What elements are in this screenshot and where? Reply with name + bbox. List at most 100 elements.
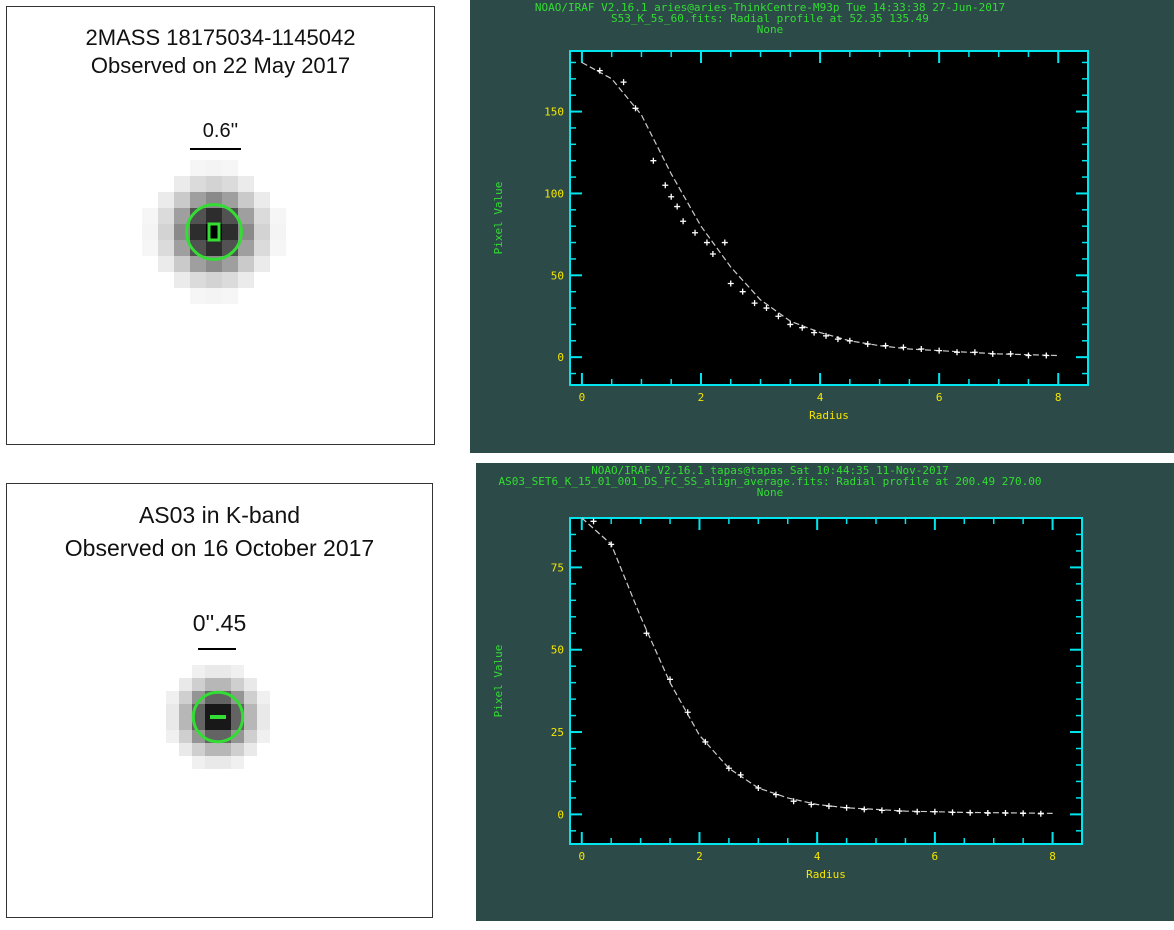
star-pixel: [244, 730, 257, 743]
data-point: [971, 349, 978, 356]
star-title-1: 2MASS 18175034-1145042 Observed on 22 Ma…: [7, 24, 434, 80]
star-pixel: [142, 208, 158, 224]
star-pixel: [192, 665, 205, 678]
star-pixel: [238, 208, 254, 224]
data-point: [650, 157, 657, 164]
star-pixel: [205, 665, 218, 678]
star-pixel: [206, 288, 222, 304]
scale-bar: [198, 648, 236, 650]
data-point: [936, 347, 943, 354]
data-point: [668, 193, 675, 200]
x-tick-label: 2: [698, 391, 705, 404]
y-tick-label: 25: [551, 726, 564, 739]
star-pixel: [270, 240, 286, 256]
star-pixel: [244, 717, 257, 730]
data-point: [620, 79, 627, 86]
data-point: [725, 765, 732, 772]
star-pixel: [206, 240, 222, 256]
data-point: [790, 798, 797, 805]
plot-header-line: S53_K_5s_60.fits: Radial profile at 52.3…: [611, 12, 929, 25]
star-pixel: [206, 176, 222, 192]
data-point: [709, 251, 716, 258]
star-pixel: [218, 717, 231, 730]
y-axis-label: Pixel Value: [492, 182, 505, 255]
data-point: [702, 738, 709, 745]
data-point: [1043, 352, 1050, 359]
profile-fit-line: [581, 61, 1059, 357]
centroid-marker: [207, 222, 221, 242]
star-pixel: [166, 691, 179, 704]
plot-svg: NOAO/IRAF V2.16.1 aries@aries-ThinkCentr…: [492, 1, 1089, 422]
x-tick-label: 4: [817, 391, 824, 404]
star-pixel: [270, 208, 286, 224]
star-title-line2: Observed on 22 May 2017: [90, 53, 351, 79]
star-pixel: [190, 288, 206, 304]
data-point: [739, 288, 746, 295]
data-point: [808, 801, 815, 808]
x-tick-label: 2: [696, 850, 703, 863]
star-image-1: [142, 160, 286, 304]
data-point: [721, 239, 728, 246]
data-point: [989, 350, 996, 357]
data-point: [967, 809, 974, 816]
data-point: [843, 804, 850, 811]
star-pixel: [206, 272, 222, 288]
data-point: [954, 349, 961, 356]
star-pixel: [158, 192, 174, 208]
data-point: [775, 313, 782, 320]
star-pixel: [192, 678, 205, 691]
star-pixel: [244, 678, 257, 691]
star-pixel: [192, 691, 205, 704]
star-panel-1: 2MASS 18175034-1145042 Observed on 22 Ma…: [6, 6, 435, 445]
star-pixel: [179, 704, 192, 717]
data-point: [834, 336, 841, 343]
star-pixel: [158, 240, 174, 256]
data-point: [861, 806, 868, 813]
star-pixel: [179, 678, 192, 691]
plot-header-line: NOAO/IRAF V2.16.1 aries@aries-ThinkCentr…: [535, 1, 1005, 14]
x-axis-label: Radius: [809, 409, 849, 422]
star-pixel: [174, 240, 190, 256]
star-pixel: [218, 678, 231, 691]
plot-header-line: AS03_SET6_K_15_01_001_DS_FC_SS_align_ave…: [498, 475, 1041, 488]
star-pixel: [257, 717, 270, 730]
star-pixel: [174, 176, 190, 192]
data-point: [878, 807, 885, 814]
data-point: [864, 341, 871, 348]
scale-label: 0.6'': [202, 120, 239, 142]
star-pixel: [192, 756, 205, 769]
plot-frame: [569, 517, 1083, 845]
star-pixel: [254, 240, 270, 256]
star-pixel: [174, 208, 190, 224]
star-title-line1: AS03 in K-band: [138, 502, 301, 528]
y-tick-label: 100: [544, 187, 564, 200]
star-pixel: [166, 730, 179, 743]
data-point: [949, 809, 956, 816]
data-point: [918, 345, 925, 352]
data-point: [1025, 352, 1032, 359]
data-point: [737, 771, 744, 778]
star-title-line1: 2MASS 18175034-1145042: [85, 25, 356, 50]
star-pixel: [254, 224, 270, 240]
y-tick-label: 0: [557, 808, 564, 821]
data-point: [703, 239, 710, 246]
star-title-line2: Observed on 16 October 2017: [64, 534, 375, 561]
data-point: [667, 676, 674, 683]
data-point: [596, 67, 603, 74]
x-tick-label: 6: [932, 850, 939, 863]
star-pixel: [254, 256, 270, 272]
data-point: [811, 329, 818, 336]
star-pixel: [222, 272, 238, 288]
star-pixel: [218, 743, 231, 756]
star-pixel: [190, 176, 206, 192]
star-pixel: [222, 192, 238, 208]
scale-label: 0''.45: [192, 610, 247, 636]
data-point: [674, 203, 681, 210]
centroid-marker: [210, 715, 226, 719]
star-pixel: [238, 240, 254, 256]
star-pixel: [192, 743, 205, 756]
star-pixel: [205, 756, 218, 769]
aperture-ring: [185, 203, 243, 261]
data-point: [1007, 350, 1014, 357]
star-image-2: [166, 665, 270, 769]
